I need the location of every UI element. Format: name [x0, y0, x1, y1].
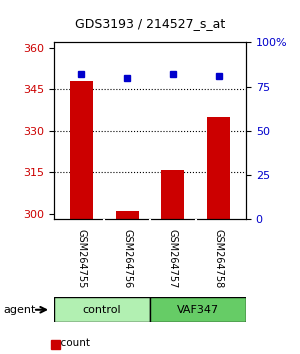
- FancyBboxPatch shape: [54, 297, 150, 322]
- Text: GSM264757: GSM264757: [168, 229, 178, 288]
- FancyBboxPatch shape: [150, 297, 246, 322]
- Text: GDS3193 / 214527_s_at: GDS3193 / 214527_s_at: [75, 17, 225, 30]
- Bar: [161, 170, 184, 219]
- Text: GSM264758: GSM264758: [214, 229, 224, 288]
- Text: GSM264756: GSM264756: [122, 229, 132, 288]
- Bar: [70, 81, 93, 219]
- Bar: [207, 117, 230, 219]
- Text: GSM264755: GSM264755: [76, 229, 86, 288]
- Text: control: control: [83, 305, 121, 315]
- Text: VAF347: VAF347: [177, 305, 219, 315]
- Text: count: count: [54, 338, 90, 348]
- Text: agent: agent: [3, 305, 35, 315]
- Bar: [116, 211, 139, 219]
